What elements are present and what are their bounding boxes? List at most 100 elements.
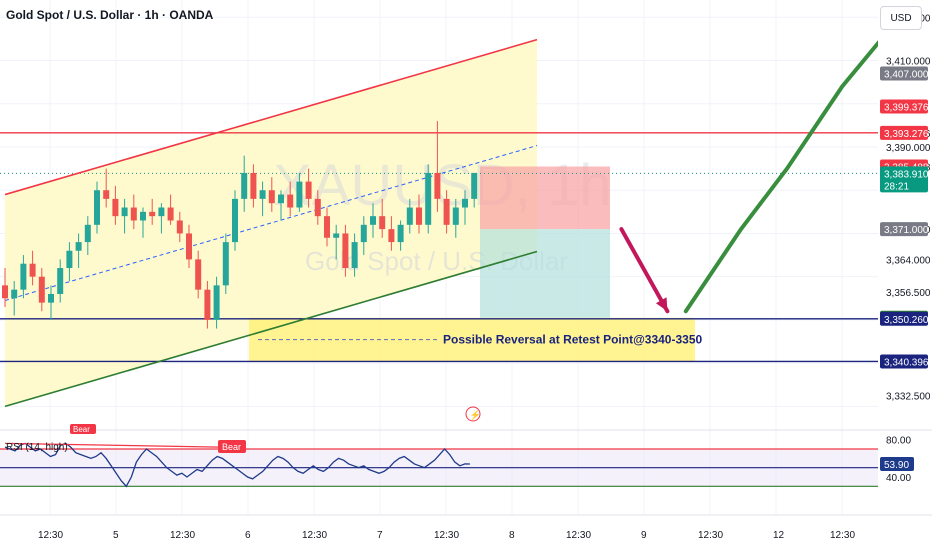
candle-body bbox=[360, 224, 367, 243]
candle-body bbox=[176, 220, 183, 234]
candle-body bbox=[20, 263, 27, 290]
price-label-bg bbox=[880, 354, 928, 369]
candle-body bbox=[268, 190, 275, 204]
rsi-divergence-line bbox=[4, 442, 221, 448]
rsi-line bbox=[4, 442, 470, 488]
rsi-value-bg bbox=[880, 457, 914, 472]
arrow-up bbox=[683, 6, 909, 314]
candle-body bbox=[324, 216, 330, 238]
candle-body bbox=[213, 285, 220, 320]
candle-body bbox=[452, 207, 459, 225]
candle-body bbox=[48, 293, 54, 303]
rsi-tick: 40.00 bbox=[886, 473, 911, 484]
rsi-title: RSI (14, high) bbox=[6, 442, 68, 453]
time-tick: 12:30 bbox=[566, 530, 591, 541]
candle-body bbox=[204, 289, 211, 320]
chart-title: Gold Spot / U.S. Dollar · 1h · OANDA bbox=[6, 8, 214, 22]
price-label: 3,383.910 bbox=[884, 169, 929, 180]
candle-body bbox=[121, 207, 128, 217]
candle-body bbox=[2, 285, 8, 299]
currency-selector[interactable]: USD bbox=[880, 6, 922, 30]
lightning-icon bbox=[465, 406, 481, 422]
price-label: 3,350.260 bbox=[884, 315, 929, 326]
candle-body bbox=[167, 207, 174, 221]
candle-body bbox=[250, 172, 257, 199]
candle-body bbox=[130, 207, 137, 221]
candle-body bbox=[84, 224, 91, 243]
candle-body bbox=[232, 198, 238, 243]
rsi-tick: 80.00 bbox=[886, 436, 911, 447]
candle-body bbox=[443, 198, 450, 225]
candle-body bbox=[195, 259, 202, 290]
price-label-bg bbox=[880, 166, 928, 193]
candle-body bbox=[112, 198, 119, 217]
candle-body bbox=[66, 250, 73, 269]
candle-body bbox=[186, 233, 192, 260]
time-tick: 9 bbox=[641, 530, 647, 541]
candle-body bbox=[296, 181, 303, 208]
time-tick: 12:30 bbox=[170, 530, 195, 541]
candle-body bbox=[388, 229, 395, 243]
price-label: 3,393.276 bbox=[884, 129, 929, 140]
candle-body bbox=[94, 190, 100, 225]
candle-body bbox=[462, 198, 468, 208]
candle-body bbox=[38, 276, 45, 303]
candle-body bbox=[370, 216, 376, 225]
price-tick: 3,410.000 bbox=[886, 57, 931, 68]
price-label: 3,399.376 bbox=[884, 102, 929, 113]
price-label-bg bbox=[880, 99, 928, 114]
candle-body bbox=[351, 242, 358, 269]
rsi-value: 53.90 bbox=[884, 460, 909, 471]
time-tick: 12:30 bbox=[38, 530, 63, 541]
price-label-bg bbox=[880, 66, 928, 81]
channel-upper-line bbox=[4, 38, 538, 196]
price-label: 3,371.000 bbox=[884, 225, 929, 236]
time-tick: 8 bbox=[509, 530, 515, 541]
candle-body bbox=[379, 216, 386, 230]
bear-badge-top bbox=[70, 424, 96, 434]
lightning-glyph: ⚡ bbox=[470, 409, 481, 421]
arrow-down bbox=[619, 227, 670, 314]
candle-body bbox=[314, 198, 321, 217]
candle-body bbox=[406, 207, 413, 225]
bear-label: Bear bbox=[222, 442, 241, 452]
bear-badge bbox=[218, 440, 246, 453]
price-label-bg bbox=[880, 125, 928, 140]
candle-body bbox=[75, 242, 82, 251]
candle-body bbox=[29, 263, 36, 277]
candle-body bbox=[241, 172, 248, 199]
price-tick: 3,390.000 bbox=[886, 143, 931, 154]
price-label: 3,407.000 bbox=[884, 69, 929, 80]
price-label-bg bbox=[880, 222, 928, 237]
candle-body bbox=[397, 224, 404, 243]
candle-body bbox=[425, 172, 432, 225]
time-tick: 12:30 bbox=[698, 530, 723, 541]
channel-fill bbox=[5, 39, 537, 407]
candle-body bbox=[342, 233, 349, 269]
candle-body bbox=[471, 172, 478, 199]
target-zone bbox=[480, 229, 610, 318]
time-tick: 7 bbox=[377, 530, 383, 541]
candle-body bbox=[149, 211, 156, 217]
channel-lower-line bbox=[4, 250, 538, 408]
candle-body bbox=[416, 207, 422, 225]
time-tick: 12:30 bbox=[434, 530, 459, 541]
annotation-text: Possible Reversal at Retest Point@3340-3… bbox=[443, 333, 702, 347]
candle-body bbox=[11, 289, 18, 299]
candle-body bbox=[103, 190, 110, 199]
price-label-countdown: 28:21 bbox=[884, 181, 909, 192]
candle-body bbox=[434, 172, 441, 199]
time-tick: 12 bbox=[773, 530, 785, 541]
price-tick: 3,356.500 bbox=[886, 288, 931, 299]
candle-body bbox=[222, 242, 229, 286]
arrow-down-head bbox=[655, 297, 668, 312]
candle-body bbox=[57, 268, 64, 294]
time-tick: 5 bbox=[113, 530, 119, 541]
time-tick: 12:30 bbox=[830, 530, 855, 541]
stop-zone bbox=[480, 166, 610, 230]
price-label: 3,340.396 bbox=[884, 357, 929, 368]
candle-body bbox=[259, 190, 266, 199]
price-tick: 3,364.000 bbox=[886, 255, 931, 266]
